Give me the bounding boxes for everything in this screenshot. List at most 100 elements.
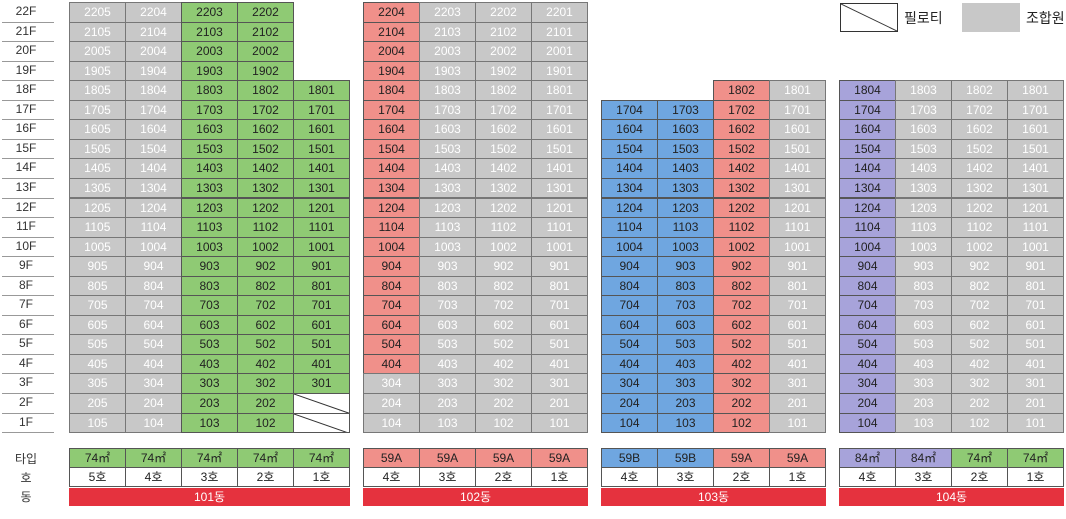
unit-cell: 1605 xyxy=(69,119,126,140)
type-cell: 74㎡ xyxy=(1007,448,1064,468)
unit-cell: 804 xyxy=(363,275,420,297)
legend-union-label: 조합원 xyxy=(1026,10,1065,26)
unit-cell: 1604 xyxy=(839,119,896,140)
unit-cell: 1502 xyxy=(237,138,294,160)
unit-cell: 603 xyxy=(419,314,476,336)
unit-cell: 1705 xyxy=(69,99,126,121)
piloti-cell xyxy=(293,393,350,414)
unit-cell: 1904 xyxy=(363,60,420,82)
unit-cell: 602 xyxy=(237,314,294,336)
unit-cell: 602 xyxy=(713,314,770,336)
unit-cell: 1601 xyxy=(1007,119,1064,140)
unit-number-cell: 1호 xyxy=(1007,467,1064,487)
unit-cell: 1602 xyxy=(475,119,532,140)
piloti-cell xyxy=(293,412,350,434)
unit-cell: 403 xyxy=(657,353,714,375)
unit-cell: 601 xyxy=(1007,314,1064,336)
unit-cell: 503 xyxy=(895,334,952,355)
unit-cell: 401 xyxy=(769,353,826,375)
unit-cell: 1001 xyxy=(531,236,588,258)
unit-cell: 2105 xyxy=(69,21,126,43)
unit-cell: 2004 xyxy=(125,41,182,62)
unit-cell: 1203 xyxy=(895,197,952,219)
unit-cell: 1202 xyxy=(713,197,770,219)
unit-cell: 1104 xyxy=(601,217,658,238)
piloti-diagonal-icon xyxy=(840,3,898,32)
unit-cell: 1704 xyxy=(601,99,658,121)
unit-cell: 1402 xyxy=(951,158,1008,179)
unit-cell: 903 xyxy=(657,256,714,277)
unit-cell: 103 xyxy=(419,412,476,434)
unit-cell: 1202 xyxy=(237,197,294,219)
unit-cell: 502 xyxy=(951,334,1008,355)
type-cell: 74㎡ xyxy=(951,448,1008,468)
unit-cell: 1801 xyxy=(1007,80,1064,101)
unit-cell: 202 xyxy=(713,393,770,414)
unit-cell: 1001 xyxy=(293,236,350,258)
unit-cell: 301 xyxy=(1007,373,1064,394)
unit-cell: 204 xyxy=(839,393,896,414)
unit-cell: 402 xyxy=(951,353,1008,375)
unit-cell: 102 xyxy=(713,412,770,434)
unit-cell: 501 xyxy=(531,334,588,355)
unit-cell: 2003 xyxy=(181,41,238,62)
unit-cell: 202 xyxy=(951,393,1008,414)
unit-cell: 1504 xyxy=(601,138,658,160)
unit-cell: 1102 xyxy=(951,217,1008,238)
unit-cell: 804 xyxy=(601,275,658,297)
unit-cell: 103 xyxy=(181,412,238,434)
unit-cell: 101 xyxy=(1007,412,1064,434)
unit-cell: 505 xyxy=(69,334,126,355)
unit-cell: 2003 xyxy=(419,41,476,62)
unit-cell: 502 xyxy=(475,334,532,355)
unit-cell: 1803 xyxy=(181,80,238,101)
unit-cell: 1501 xyxy=(531,138,588,160)
unit-cell: 704 xyxy=(125,295,182,316)
unit-cell: 1403 xyxy=(181,158,238,179)
unit-cell: 1201 xyxy=(769,197,826,219)
unit-cell: 1302 xyxy=(475,177,532,199)
unit-cell: 1101 xyxy=(1007,217,1064,238)
unit-cell: 1204 xyxy=(839,197,896,219)
unit-cell: 703 xyxy=(657,295,714,316)
unit-cell: 404 xyxy=(839,353,896,375)
floor-label: 14F xyxy=(15,160,37,175)
unit-cell: 1102 xyxy=(713,217,770,238)
unit-cell: 1403 xyxy=(895,158,952,179)
unit-number-cell: 4호 xyxy=(125,467,182,487)
unit-cell: 1304 xyxy=(125,177,182,199)
unit-cell: 2001 xyxy=(531,41,588,62)
unit-cell: 1504 xyxy=(839,138,896,160)
unit-cell: 605 xyxy=(69,314,126,336)
unit-cell: 1503 xyxy=(895,138,952,160)
unit-cell: 203 xyxy=(419,393,476,414)
building-name-bar: 103동 xyxy=(601,488,826,506)
unit-cell: 1702 xyxy=(713,99,770,121)
unit-cell: 304 xyxy=(839,373,896,394)
unit-number-cell: 4호 xyxy=(601,467,658,487)
unit-cell: 802 xyxy=(237,275,294,297)
unit-cell: 701 xyxy=(769,295,826,316)
unit-cell: 801 xyxy=(531,275,588,297)
unit-cell: 1703 xyxy=(895,99,952,121)
floor-label: 17F xyxy=(15,101,37,116)
unit-cell: 802 xyxy=(713,275,770,297)
unit-cell: 201 xyxy=(531,393,588,414)
unit-cell: 1201 xyxy=(1007,197,1064,219)
unit-cell: 1402 xyxy=(237,158,294,179)
unit-cell: 1803 xyxy=(895,80,952,101)
unit-cell: 302 xyxy=(951,373,1008,394)
unit-cell: 404 xyxy=(125,353,182,375)
unit-cell: 1902 xyxy=(237,60,294,82)
unit-number-cell: 3호 xyxy=(895,467,952,487)
unit-cell: 1404 xyxy=(363,158,420,179)
unit-cell: 1603 xyxy=(181,119,238,140)
unit-cell: 1701 xyxy=(293,99,350,121)
floor-label: 18F xyxy=(15,82,37,97)
unit-cell: 203 xyxy=(657,393,714,414)
unit-cell: 105 xyxy=(69,412,126,434)
unit-cell: 1101 xyxy=(769,217,826,238)
unit-cell: 1905 xyxy=(69,60,126,82)
floor-separator xyxy=(2,158,54,160)
unit-cell: 1103 xyxy=(181,217,238,238)
